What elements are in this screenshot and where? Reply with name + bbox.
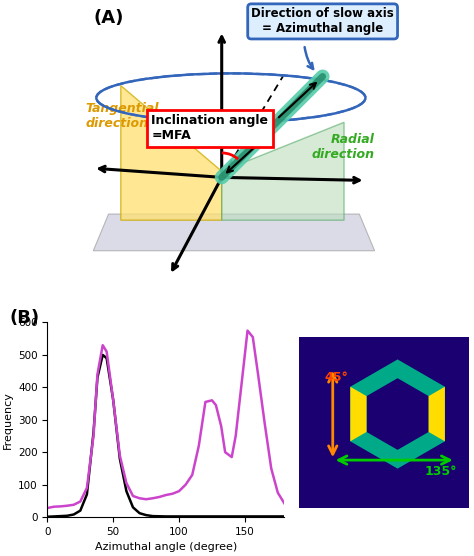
Text: (B): (B) bbox=[9, 309, 40, 326]
Text: Inclination angle
=MFA: Inclination angle =MFA bbox=[151, 115, 268, 142]
Polygon shape bbox=[222, 122, 344, 220]
Text: (A): (A) bbox=[93, 9, 124, 27]
Text: 135°: 135° bbox=[425, 465, 457, 478]
Text: Radial
direction: Radial direction bbox=[311, 133, 374, 161]
Polygon shape bbox=[121, 86, 222, 220]
Text: Tangential
direction: Tangential direction bbox=[86, 102, 159, 130]
Polygon shape bbox=[366, 378, 428, 450]
Polygon shape bbox=[299, 337, 469, 508]
Text: 45°: 45° bbox=[324, 371, 348, 384]
X-axis label: Azimuthal angle (degree): Azimuthal angle (degree) bbox=[95, 542, 237, 552]
Polygon shape bbox=[350, 387, 366, 441]
Y-axis label: Frequency: Frequency bbox=[2, 391, 12, 449]
Polygon shape bbox=[428, 387, 445, 441]
Polygon shape bbox=[350, 359, 445, 469]
Polygon shape bbox=[93, 214, 374, 251]
Text: Direction of slow axis
= Azimuthal angle: Direction of slow axis = Azimuthal angle bbox=[251, 7, 394, 36]
